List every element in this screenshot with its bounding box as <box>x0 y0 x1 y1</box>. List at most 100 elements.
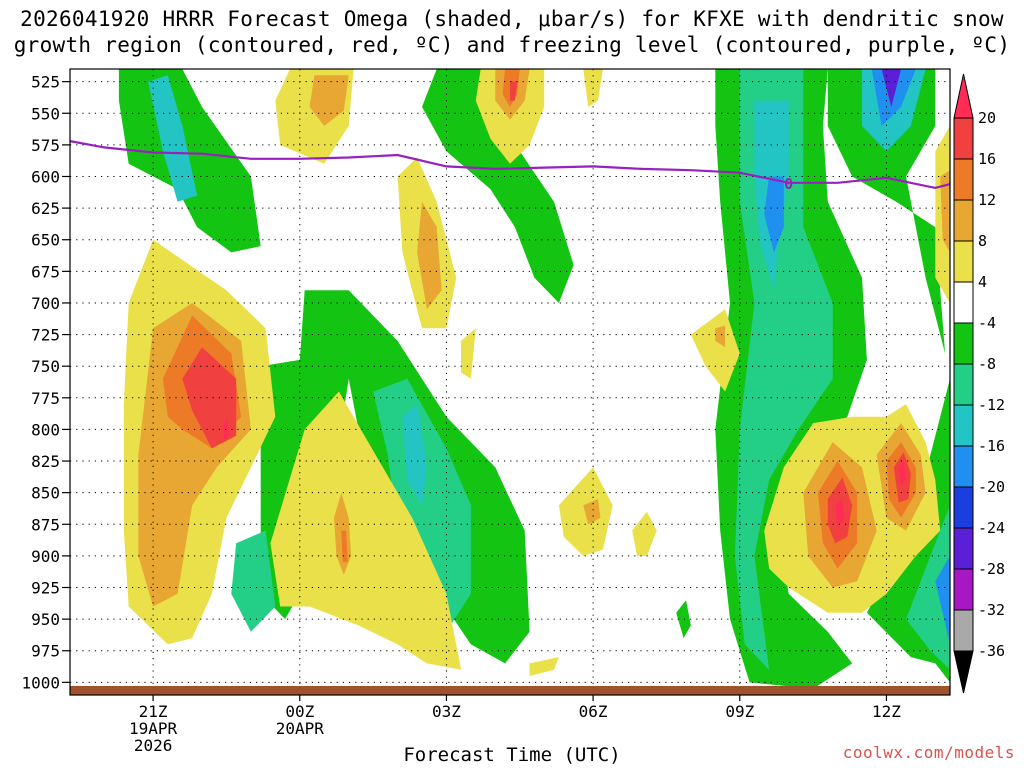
colorbar-label-5: -4 <box>978 314 996 332</box>
y-tick-label-675: 675 <box>31 262 60 281</box>
chart-title: 2026041920 HRRR Forecast Omega (shaded, … <box>0 6 1024 58</box>
x-tick-label-0-2: 2026 <box>134 736 173 755</box>
omega-region-0-0 <box>118 69 261 253</box>
omega-shading <box>118 69 950 689</box>
x-tick-label-2-0: 03Z <box>432 702 461 721</box>
omega-region-0-1 <box>148 75 198 202</box>
colorbar-bin-12 <box>953 568 974 611</box>
omega-region-0-14 <box>881 69 902 107</box>
y-tick-label-575: 575 <box>31 136 60 155</box>
colorbar-label-3: 8 <box>978 232 987 250</box>
y-tick-label-900: 900 <box>31 547 60 566</box>
colorbar-label-13: -36 <box>978 642 1005 660</box>
freezing-level-contour: 0 <box>70 140 950 193</box>
plot-frame <box>69 68 951 696</box>
colorbar-label-4: 4 <box>978 273 987 291</box>
grid-lines <box>70 69 950 695</box>
y-tick-label-825: 825 <box>31 452 60 471</box>
omega-region-0-42 <box>690 309 740 392</box>
colorbar-bin-7 <box>953 363 974 406</box>
colorbar-label-11: -28 <box>978 560 1005 578</box>
omega-region-0-37 <box>529 657 559 676</box>
x-tick-label-1-1: 20APR <box>276 719 325 738</box>
omega-region-0-11 <box>827 69 946 354</box>
y-tick-label-875: 875 <box>31 515 60 534</box>
credit-text: coolwx.com/models <box>842 743 1015 762</box>
colorbar-bin-5 <box>953 281 974 324</box>
chart-title-line1: 2026041920 HRRR Forecast Omega (shaded, … <box>20 7 1004 31</box>
colorbar-label-1: 16 <box>978 150 996 168</box>
y-tick-label-1000: 1000 <box>21 673 60 692</box>
x-tick-label-5-0: 12Z <box>872 702 901 721</box>
colorbar-label-9: -20 <box>978 478 1005 496</box>
omega-region-0-36 <box>461 328 476 379</box>
y-tick-label-625: 625 <box>31 199 60 218</box>
colorbar-bin-11 <box>953 527 974 570</box>
omega-region-0-52 <box>898 461 906 487</box>
omega-region-0-10 <box>764 176 784 253</box>
ground-surface <box>70 686 950 695</box>
colorbar-bin-1 <box>953 117 974 160</box>
y-tick-label-700: 700 <box>31 294 60 313</box>
omega-region-0-43 <box>715 325 726 348</box>
omega-region-0-6 <box>422 69 574 303</box>
x-tick-label-4-0: 09Z <box>725 702 754 721</box>
colorbar-bin-10 <box>953 486 974 529</box>
omega-region-0-27 <box>417 201 442 310</box>
freezing-level-line <box>70 140 950 190</box>
y-tick-label-775: 775 <box>31 389 60 408</box>
y-tick-label-550: 550 <box>31 104 60 123</box>
x-tick-label-0-0: 21Z <box>139 702 168 721</box>
omega-region-0-5 <box>231 530 276 632</box>
chart-title-line2: growth region (contoured, red, ºC) and f… <box>13 33 1011 57</box>
y-tick-label-600: 600 <box>31 167 60 186</box>
y-axis: 525 550 575 600 625 650 675 700 725 750 775 800 825 8… <box>21 73 70 692</box>
x-axis-title: Forecast Time (UTC) <box>403 744 621 766</box>
y-tick-label-950: 950 <box>31 610 60 629</box>
y-tick-label-725: 725 <box>31 326 60 345</box>
colorbar-label-12: -32 <box>978 601 1005 619</box>
colorbar-label-7: -12 <box>978 396 1005 414</box>
colorbar-bin-13 <box>953 609 974 652</box>
x-tick-label-3-0: 06Z <box>579 702 608 721</box>
y-tick-label-925: 925 <box>31 579 60 598</box>
y-tick-label-975: 975 <box>31 642 60 661</box>
omega-region-0-31 <box>341 530 348 563</box>
colorbar-bin-6 <box>953 322 974 365</box>
omega-region-0-18 <box>676 600 691 639</box>
colorbar-bin-3 <box>953 199 974 242</box>
colorbar-bin-4 <box>953 240 974 283</box>
colorbar-label-0: 20 <box>978 109 996 127</box>
omega-region-0-16 <box>906 505 950 670</box>
colorbar-bin-top <box>953 73 974 119</box>
omega-region-0-22 <box>182 347 237 449</box>
y-tick-label-650: 650 <box>31 231 60 250</box>
freezing-level-label: 0 <box>784 175 793 193</box>
y-tick-label-750: 750 <box>31 357 60 376</box>
colorbar-bin-2 <box>953 158 974 201</box>
omega-region-0-48 <box>835 499 845 529</box>
x-tick-label-0-1: 19APR <box>129 719 178 738</box>
x-tick-label-1-0: 00Z <box>285 702 314 721</box>
colorbar-label-6: -8 <box>978 355 996 373</box>
colorbar-label-8: -16 <box>978 437 1005 455</box>
y-tick-label-800: 800 <box>31 420 60 439</box>
colorbar-legend: 20 16 12 8 4 -4 -8 -12 -16 -20 -24 -28 -32 -36 <box>953 73 1005 694</box>
colorbar-label-10: -24 <box>978 519 1005 537</box>
colorbar-bin-8 <box>953 404 974 447</box>
ground-layer <box>70 686 950 695</box>
y-tick-label-525: 525 <box>31 73 60 92</box>
colorbar-bin-9 <box>953 445 974 488</box>
colorbar-bin-bottom <box>953 650 974 694</box>
omega-region-0-40 <box>632 511 657 556</box>
omega-region-0-17 <box>935 555 950 645</box>
omega-region-0-13 <box>871 69 916 126</box>
colorbar-label-2: 12 <box>978 191 996 209</box>
omega-region-0-4 <box>402 404 427 506</box>
omega-region-0-54 <box>940 170 950 253</box>
omega-region-0-35 <box>510 81 518 101</box>
y-tick-label-850: 850 <box>31 484 60 503</box>
omega-region-0-25 <box>309 75 349 126</box>
